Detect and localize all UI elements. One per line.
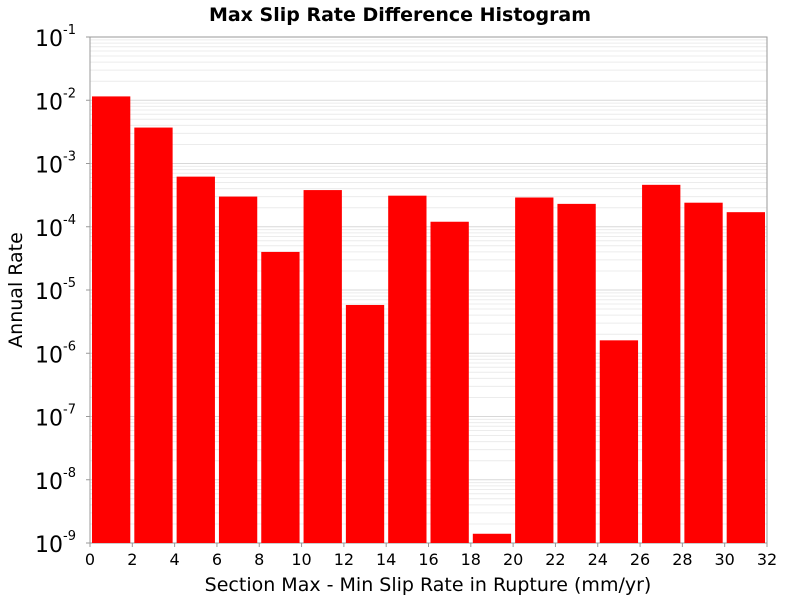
histogram-bar [472, 533, 512, 543]
x-tick-label: 20 [503, 550, 523, 569]
y-axis: 10-1 10-2 10-3 10-4 10-5 10-6 10-7 10-8 10-9 [35, 23, 90, 558]
x-tick-label: 8 [254, 550, 264, 569]
chart-title: Max Slip Rate Difference Histogram [209, 4, 591, 26]
x-tick-label: 18 [461, 550, 481, 569]
x-tick-label: 12 [334, 550, 354, 569]
histogram-bar [92, 96, 131, 543]
x-tick-label: 26 [630, 550, 650, 569]
x-axis-label: Section Max - Min Slip Rate in Rupture (… [205, 574, 652, 596]
x-tick-label: 6 [212, 550, 222, 569]
histogram-bar [557, 203, 596, 543]
histogram-bar [430, 221, 469, 543]
x-tick-label: 24 [588, 550, 608, 569]
histogram-bar [642, 184, 681, 543]
x-tick-label: 0 [85, 550, 95, 569]
x-axis: 0 2 4 6 8 10 12 14 16 18 20 22 24 26 28 30 32 [85, 543, 777, 569]
y-tick-label: 10-6 [35, 339, 76, 368]
y-tick-label: 10-4 [35, 213, 76, 242]
bars [92, 96, 765, 544]
x-tick-label: 32 [757, 550, 777, 569]
histogram-bar [388, 195, 427, 543]
x-tick-label: 22 [545, 550, 565, 569]
x-tick-label: 10 [291, 550, 311, 569]
histogram-bar [176, 176, 215, 543]
x-tick-label: 2 [127, 550, 137, 569]
histogram-bar [726, 212, 765, 543]
x-tick-label: 30 [715, 550, 735, 569]
histogram-bar [261, 251, 300, 543]
histogram-bar [303, 190, 342, 544]
y-tick-label: 10-5 [35, 276, 76, 305]
histogram-bar [684, 202, 723, 543]
y-axis-label: Annual Rate [5, 232, 27, 348]
histogram-bar [134, 127, 173, 543]
y-tick-label: 10-3 [35, 150, 76, 179]
x-tick-label: 16 [418, 550, 438, 569]
y-tick-label: 10-2 [35, 86, 76, 115]
y-tick-label: 10-1 [35, 23, 76, 52]
histogram-bar [218, 196, 258, 543]
histogram-bar [345, 304, 385, 543]
histogram-bar [515, 197, 554, 543]
y-tick-label: 10-9 [35, 529, 76, 558]
x-tick-label: 4 [170, 550, 180, 569]
x-tick-label: 14 [376, 550, 396, 569]
histogram-bar [599, 340, 639, 543]
x-tick-label: 28 [672, 550, 692, 569]
y-tick-label: 10-7 [35, 403, 76, 432]
y-tick-label: 10-8 [35, 466, 76, 495]
